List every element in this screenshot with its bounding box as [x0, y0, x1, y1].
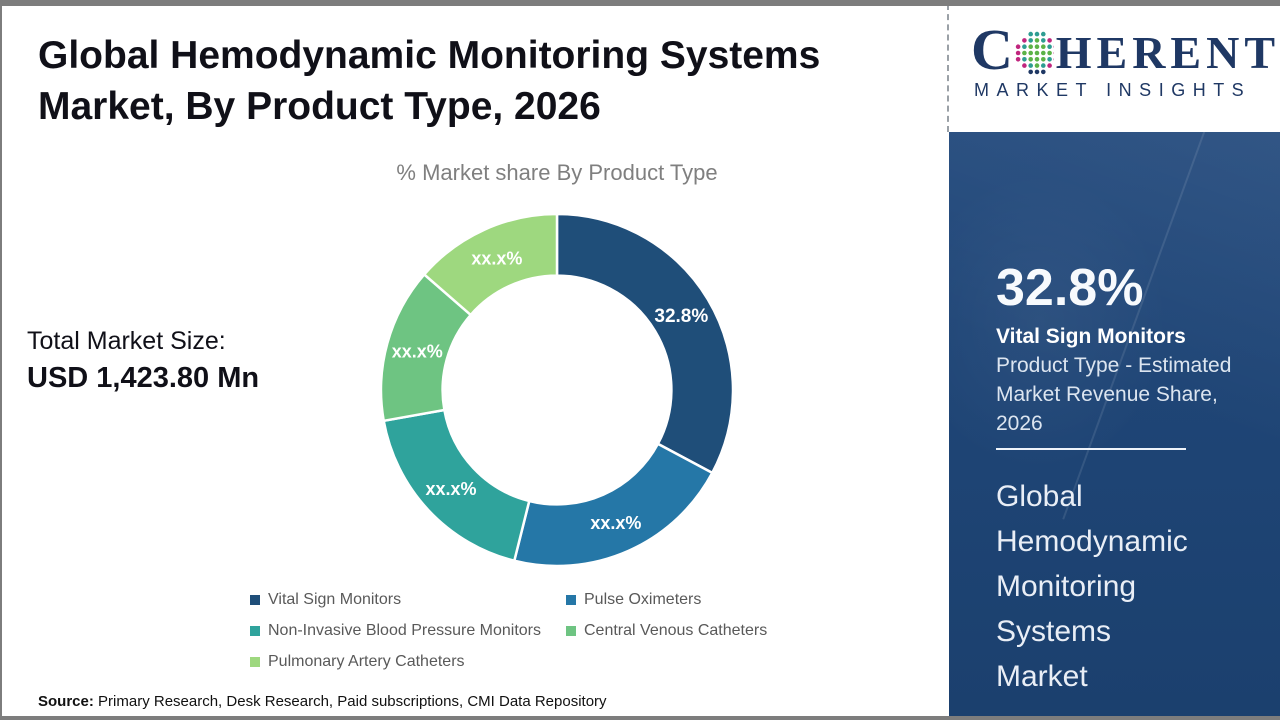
page-title-line1: Global Hemodynamic Monitoring Systems	[38, 34, 821, 77]
legend-swatch	[250, 656, 260, 667]
globe-dot	[1040, 31, 1046, 37]
legend-item: Pulse Oximeters	[566, 591, 930, 609]
legend-label: Central Venous Catheters	[584, 621, 768, 639]
sidebar-stat-block: 32.8% Vital Sign Monitors Product Type -…	[996, 260, 1256, 438]
page-title: Global Hemodynamic Monitoring Systems Ma…	[38, 30, 878, 132]
globe-dot	[1028, 57, 1033, 62]
legend-item: Non-Invasive Blood Pressure Monitors	[250, 622, 566, 640]
sidebar-market-title: Global Hemodynamic Monitoring Systems Ma…	[996, 474, 1188, 699]
legend-swatch	[250, 625, 260, 636]
donut-segment-label: xx.x%	[392, 342, 443, 362]
chart-title: % Market share By Product Type	[396, 160, 718, 185]
donut-segment	[555, 212, 735, 475]
globe-dot	[1040, 38, 1046, 43]
globe-dot	[1034, 31, 1040, 37]
market-title-line1: Global	[996, 480, 1083, 513]
globe-dot	[1034, 38, 1040, 43]
total-market-size-value: USD 1,423.80 Mn	[27, 362, 260, 394]
globe-dot	[1040, 63, 1046, 68]
donut-segment-label: 32.8%	[654, 306, 708, 327]
donut-segment-label: xx.x%	[590, 513, 641, 533]
stat-description-line2: Market Revenue Share,	[996, 383, 1218, 406]
stat-description: Product Type - Estimated Market Revenue …	[996, 351, 1256, 438]
globe-dot	[1028, 44, 1033, 49]
stat-description-line3: 2026	[996, 412, 1043, 435]
total-market-size-label: Total Market Size:	[27, 327, 226, 355]
legend-swatch	[566, 594, 576, 605]
globe-dot	[1021, 50, 1027, 56]
sidebar-divider	[996, 448, 1186, 450]
donut-chart: 32.8% xx.x% xx.x% xx.x% xx.x%	[379, 212, 735, 568]
globe-dot	[1034, 63, 1040, 68]
legend-swatch	[566, 625, 576, 636]
legend-item: Central Venous Catheters	[566, 622, 930, 640]
logo-tagline: MARKET INSIGHTS	[974, 80, 1252, 100]
donut-segment	[422, 212, 559, 317]
legend-swatch	[250, 594, 260, 605]
brand-logo: C HERENT MARKET INSIGHTS	[949, 6, 1280, 101]
globe-dot	[1040, 69, 1046, 75]
logo-wordmark: HERENT	[1055, 27, 1280, 78]
slide-frame-top	[0, 0, 1280, 6]
market-title-line2: Hemodynamic	[996, 525, 1188, 558]
globe-dot	[1034, 69, 1040, 75]
globe-dot	[1028, 69, 1033, 75]
logo-globe-icon	[1015, 31, 1054, 75]
globe-dot	[1028, 38, 1033, 43]
stat-value: 32.8%	[996, 259, 1144, 317]
globe-dot	[1028, 50, 1033, 56]
source-text: Primary Research, Desk Research, Paid su…	[93, 693, 607, 710]
sidebar: 32.8% Vital Sign Monitors Product Type -…	[949, 132, 1280, 716]
chart-legend: Vital Sign Monitors Pulse Oximeters Non-In…	[250, 584, 930, 677]
globe-dot	[1015, 44, 1021, 49]
brand-logo-box: C HERENT MARKET INSIGHTS	[949, 6, 1280, 132]
legend-label: Pulmonary Artery Catheters	[268, 652, 465, 670]
globe-dot	[1015, 57, 1021, 62]
globe-dot	[1040, 57, 1046, 62]
market-title-line3: Monitoring	[996, 570, 1137, 603]
globe-dot	[1040, 44, 1046, 49]
donut-segment-label: xx.x%	[471, 248, 522, 268]
logo-letter-c: C	[971, 17, 1013, 82]
globe-dot	[1040, 50, 1046, 56]
globe-dot	[1034, 50, 1040, 56]
globe-dot	[1028, 31, 1033, 37]
globe-dot	[1021, 38, 1027, 43]
globe-dot	[1034, 57, 1040, 62]
slide-frame-left	[0, 0, 2, 720]
legend-label: Pulse Oximeters	[584, 590, 702, 608]
globe-dot	[1034, 44, 1040, 49]
stat-title: Vital Sign Monitors	[996, 325, 1186, 348]
globe-dot	[1021, 63, 1027, 68]
globe-dot	[1047, 38, 1052, 43]
globe-dot	[1015, 50, 1021, 56]
globe-dot	[1047, 50, 1052, 56]
legend-item: Pulmonary Artery Catheters	[250, 653, 566, 671]
stat-description-line1: Product Type - Estimated	[996, 354, 1232, 377]
globe-dot	[1021, 57, 1027, 62]
sidebar-map-texture-blob	[949, 172, 1169, 472]
legend-item: Vital Sign Monitors	[250, 591, 566, 609]
legend-label: Non-Invasive Blood Pressure Monitors	[268, 621, 542, 639]
donut-segment-label: xx.x%	[425, 479, 476, 499]
globe-dot	[1021, 44, 1027, 49]
page-title-line2: Market, By Product Type, 2026	[38, 85, 601, 128]
globe-dot	[1047, 57, 1052, 62]
total-market-size: Total Market Size: USD 1,423.80 Mn	[27, 324, 259, 398]
market-title-line4: Systems	[996, 615, 1112, 648]
legend-label: Vital Sign Monitors	[268, 590, 402, 608]
donut-segment	[512, 442, 714, 568]
market-title-line5: Market	[996, 660, 1088, 693]
slide-frame-bottom	[0, 716, 1280, 720]
source-note: Source: Primary Research, Desk Research,…	[38, 693, 607, 710]
globe-dot	[1047, 63, 1052, 68]
globe-dot	[1047, 44, 1052, 49]
globe-dot	[1028, 63, 1033, 68]
sidebar-dashed-divider	[947, 4, 949, 132]
source-label: Source:	[38, 693, 94, 710]
